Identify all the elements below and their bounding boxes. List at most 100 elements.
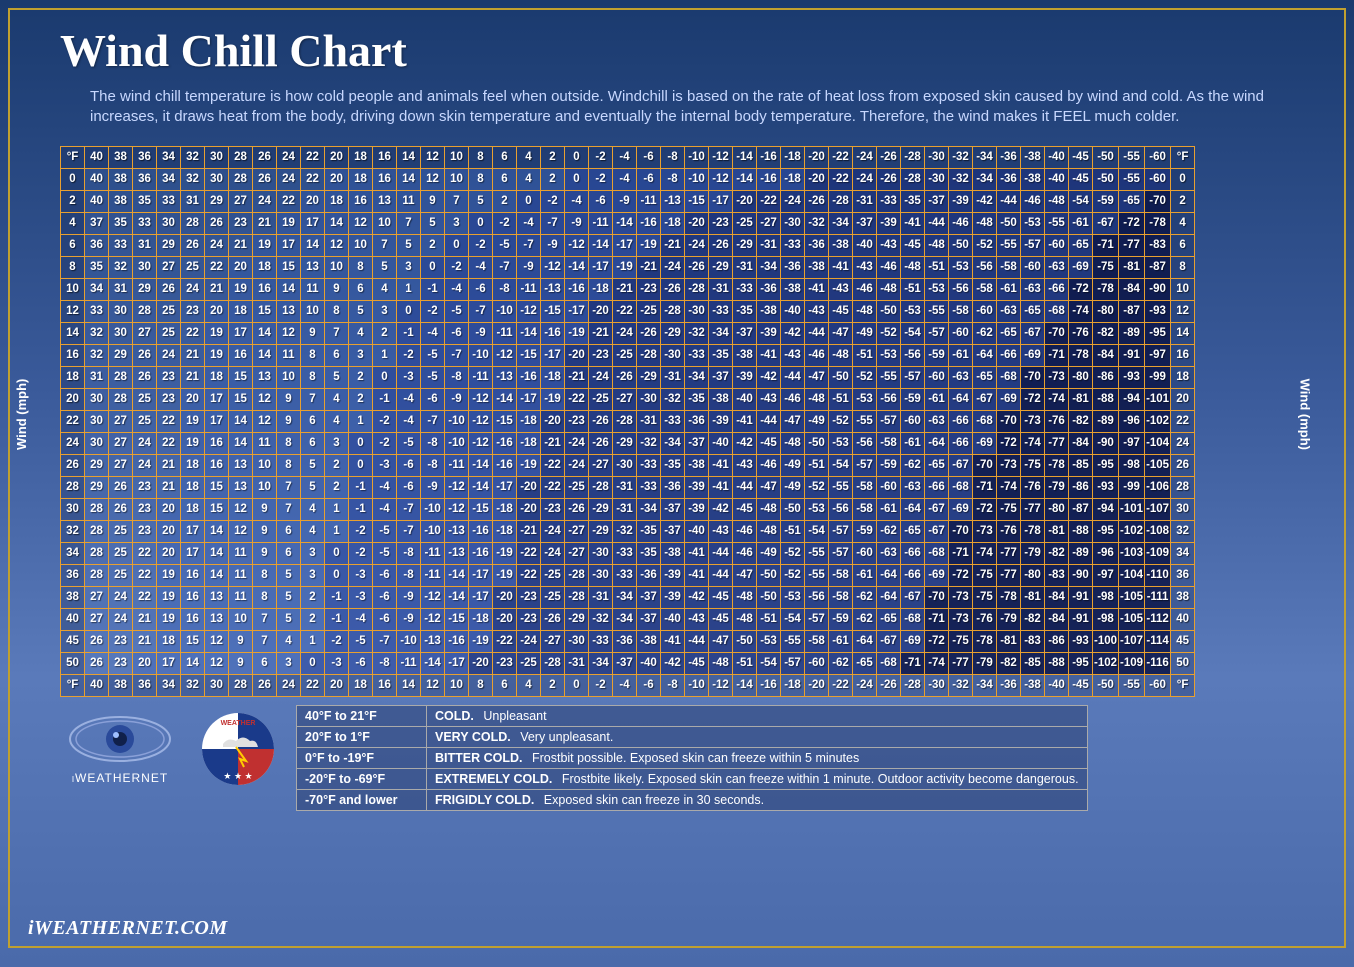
chill-cell: -15 — [541, 300, 565, 322]
chill-cell: -2 — [373, 410, 397, 432]
chill-cell: -29 — [637, 366, 661, 388]
chill-cell: -88 — [1069, 520, 1093, 542]
chill-cell: -11 — [397, 652, 421, 674]
chill-cell: -44 — [709, 564, 733, 586]
temp-header: -50 — [1093, 146, 1119, 168]
chill-cell: -41 — [709, 454, 733, 476]
chill-cell: -30 — [589, 564, 613, 586]
chill-cell: -93 — [1069, 630, 1093, 652]
chill-cell: 30 — [109, 300, 133, 322]
chill-cell: -24 — [613, 322, 637, 344]
wind-header: 18 — [61, 366, 85, 388]
chill-cell: 15 — [205, 498, 229, 520]
chill-cell: -7 — [493, 256, 517, 278]
chill-cell: 0 — [325, 542, 349, 564]
chill-cell: -70 — [997, 410, 1021, 432]
chill-cell: 19 — [181, 410, 205, 432]
temp-header: -20 — [805, 146, 829, 168]
chill-cell: -90 — [1069, 564, 1093, 586]
chill-cell: 7 — [397, 212, 421, 234]
legend-range: 40°F to 21°F — [297, 705, 427, 726]
chill-cell: 17 — [205, 388, 229, 410]
chill-cell: -65 — [997, 322, 1021, 344]
chill-cell: -28 — [565, 586, 589, 608]
chill-cell: -31 — [613, 476, 637, 498]
chill-cell: -53 — [829, 432, 853, 454]
chill-cell: -38 — [757, 300, 781, 322]
chill-cell: -39 — [757, 322, 781, 344]
chill-cell: -31 — [637, 410, 661, 432]
chill-cell: -52 — [781, 542, 805, 564]
chill-cell: -86 — [1093, 366, 1119, 388]
temp-header: -16 — [757, 146, 781, 168]
chill-cell: 5 — [325, 366, 349, 388]
chill-cell: 28 — [133, 300, 157, 322]
temp-header: 6 — [493, 674, 517, 696]
iweathernet-logo: iWEATHERNET — [60, 705, 180, 785]
chill-cell: -78 — [997, 586, 1021, 608]
chill-cell: 21 — [181, 366, 205, 388]
chill-cell: -116 — [1145, 652, 1171, 674]
chill-cell: -72 — [973, 498, 997, 520]
chill-cell: 20 — [229, 256, 253, 278]
chill-cell: -73 — [973, 520, 997, 542]
chill-cell: 19 — [157, 608, 181, 630]
chill-cell: -31 — [589, 586, 613, 608]
chill-cell: -26 — [589, 410, 613, 432]
chill-cell: 23 — [157, 388, 181, 410]
wind-header: 50 — [1171, 652, 1195, 674]
chill-cell: -98 — [1093, 608, 1119, 630]
nws-icon: WEATHER ★ ★ ★ — [198, 709, 278, 789]
chill-cell: -20 — [469, 652, 493, 674]
chill-cell: -6 — [373, 608, 397, 630]
chill-cell: -22 — [541, 454, 565, 476]
chill-cell: -25 — [517, 652, 541, 674]
chill-cell: 31 — [133, 234, 157, 256]
chill-cell: -37 — [661, 498, 685, 520]
chill-cell: -95 — [1145, 322, 1171, 344]
chill-cell: -55 — [997, 234, 1021, 256]
chill-cell: 14 — [253, 344, 277, 366]
chill-cell: 21 — [157, 454, 181, 476]
chill-cell: -16 — [565, 278, 589, 300]
chill-cell: 7 — [301, 388, 325, 410]
wind-header: 2 — [61, 190, 85, 212]
chill-cell: -49 — [805, 410, 829, 432]
chill-cell: -78 — [1145, 212, 1171, 234]
chill-cell: -66 — [949, 410, 973, 432]
chill-cell: 20 — [325, 168, 349, 190]
chill-cell: 0 — [325, 564, 349, 586]
chill-cell: -38 — [829, 234, 853, 256]
chill-cell: -23 — [493, 652, 517, 674]
chill-cell: -56 — [949, 278, 973, 300]
chill-cell: 28 — [109, 388, 133, 410]
chill-cell: -20 — [589, 300, 613, 322]
chill-cell: 26 — [109, 498, 133, 520]
chill-cell: -30 — [637, 388, 661, 410]
chill-cell: 4 — [301, 498, 325, 520]
chill-cell: -12 — [469, 410, 493, 432]
chill-cell: -9 — [565, 212, 589, 234]
wind-header: 26 — [1171, 454, 1195, 476]
chill-cell: 38 — [109, 190, 133, 212]
chill-cell: 19 — [157, 564, 181, 586]
chill-cell: -22 — [829, 168, 853, 190]
chill-cell: 28 — [229, 168, 253, 190]
chill-cell: -42 — [685, 586, 709, 608]
chill-cell: 40 — [85, 168, 109, 190]
temp-header: -34 — [973, 674, 997, 696]
chill-cell: 12 — [253, 388, 277, 410]
chill-cell: 16 — [181, 586, 205, 608]
temp-header: -40 — [1045, 146, 1069, 168]
chill-cell: -76 — [1045, 410, 1069, 432]
chill-cell: 18 — [157, 630, 181, 652]
chill-cell: -70 — [1021, 366, 1045, 388]
chill-cell: -24 — [685, 234, 709, 256]
chill-cell: 12 — [229, 520, 253, 542]
chill-cell: -32 — [949, 168, 973, 190]
chill-cell: -21 — [613, 278, 637, 300]
chill-cell: -43 — [685, 608, 709, 630]
chill-cell: -1 — [421, 278, 445, 300]
chill-cell: -62 — [853, 608, 877, 630]
chill-cell: -40 — [1045, 168, 1069, 190]
